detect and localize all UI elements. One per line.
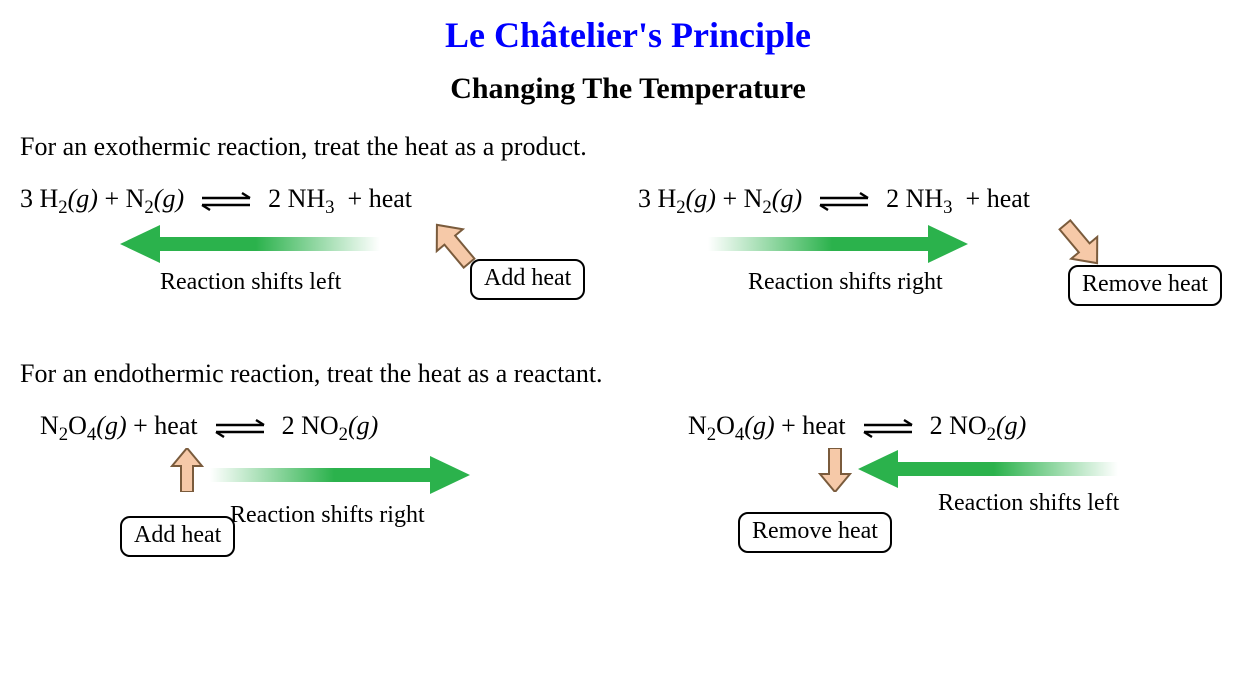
eq-left: N2O4(g) + heat	[688, 411, 846, 446]
exo-equation-1: 3 H2(g) + N2(g) 2 NH3 + heat	[20, 184, 628, 219]
page-title: Le Châtelier's Principle	[20, 14, 1236, 56]
equilibrium-arrow-icon	[860, 415, 916, 445]
exo-add-heat-panel: 3 H2(g) + N2(g) 2 NH3 + heat	[20, 184, 628, 319]
endo-remove-heat-panel: N2O4(g) + heat 2 NO2(g)	[628, 411, 1236, 576]
remove-heat-box: Remove heat	[738, 512, 892, 553]
endo-equation-2: N2O4(g) + heat 2 NO2(g)	[688, 411, 1236, 446]
shift-right-label: Reaction shifts right	[748, 269, 943, 296]
eq-right: 2 NO2(g)	[282, 411, 379, 446]
add-heat-box: Add heat	[120, 516, 235, 557]
eq-right: 2 NO2(g)	[930, 411, 1027, 446]
eq-right: 2 NH3 + heat	[886, 184, 1030, 219]
remove-heat-box: Remove heat	[1068, 265, 1222, 306]
exothermic-row: 3 H2(g) + N2(g) 2 NH3 + heat	[20, 184, 1236, 319]
equilibrium-arrow-icon	[198, 188, 254, 218]
exo-remove-heat-panel: 3 H2(g) + N2(g) 2 NH3 + heat	[628, 184, 1236, 319]
exothermic-intro: For an exothermic reaction, treat the he…	[20, 132, 1236, 162]
eq-left: 3 H2(g) + N2(g)	[638, 184, 802, 219]
endothermic-row: N2O4(g) + heat 2 NO2(g)	[20, 411, 1236, 576]
shift-arrow-right-icon	[210, 456, 470, 494]
add-heat-box: Add heat	[470, 259, 585, 300]
shift-arrow-right-icon	[708, 225, 968, 263]
equilibrium-arrow-icon	[212, 415, 268, 445]
endo-equation-1: N2O4(g) + heat 2 NO2(g)	[40, 411, 628, 446]
shift-right-label: Reaction shifts right	[230, 502, 425, 529]
shift-left-label: Reaction shifts left	[938, 490, 1119, 517]
indicator-arrow-icon	[170, 448, 204, 492]
endo-add-heat-panel: N2O4(g) + heat 2 NO2(g)	[20, 411, 628, 576]
endothermic-intro: For an endothermic reaction, treat the h…	[20, 359, 1236, 389]
shift-arrow-left-icon	[858, 450, 1118, 488]
exo-equation-2: 3 H2(g) + N2(g) 2 NH3 + heat	[638, 184, 1236, 219]
indicator-arrow-icon	[1058, 219, 1104, 269]
page-subtitle: Changing The Temperature	[20, 72, 1236, 106]
shift-arrow-left-icon	[120, 225, 380, 263]
indicator-arrow-icon	[818, 448, 852, 492]
indicator-arrow-icon	[430, 219, 476, 269]
eq-left: 3 H2(g) + N2(g)	[20, 184, 184, 219]
equilibrium-arrow-icon	[816, 188, 872, 218]
eq-right: 2 NH3 + heat	[268, 184, 412, 219]
eq-left: N2O4(g) + heat	[40, 411, 198, 446]
shift-left-label: Reaction shifts left	[160, 269, 341, 296]
